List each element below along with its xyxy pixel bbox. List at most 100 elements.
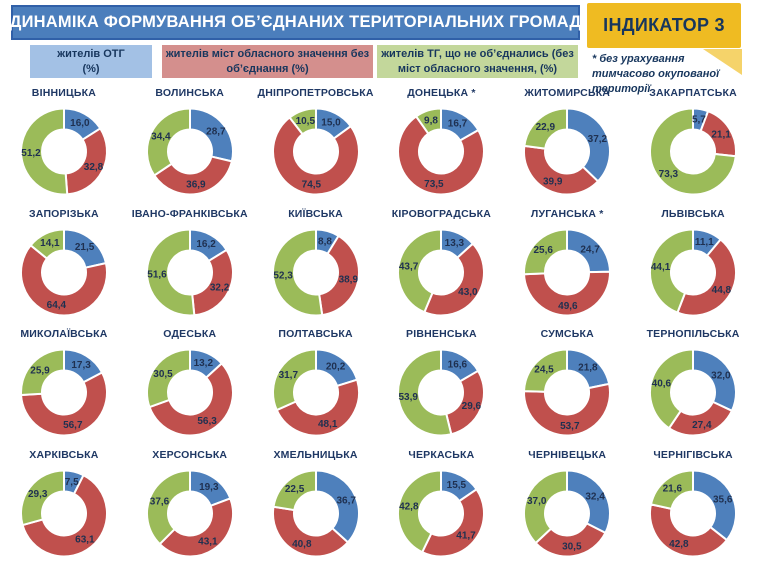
slice-cities [523,144,600,196]
slice-cities [19,371,108,437]
region-chart-cell: ЗАКАРПАТСЬКА 5,7 21,1 73,3 [630,84,756,205]
region-title: КИЇВСЬКА [288,207,343,220]
slice-value-label: 21,8 [578,362,598,373]
slice-value-label: 39,9 [543,177,563,188]
region-chart-cell: ВОЛИНСЬКА 28,7 36,9 34,4 [127,84,253,205]
legend-item-label: об’єднання (%) [226,62,309,75]
slice-cities [21,473,108,557]
region-title: ХАРКІВСЬКА [29,448,99,461]
region-title: КІРОВОГРАДСЬКА [391,207,492,220]
slice-value-label: 44,1 [651,261,671,272]
region-chart-cell: РІВНЕНСЬКА 16,6 29,6 53,9 [379,325,505,446]
slice-value-label: 31,7 [278,370,298,381]
slice-value-label: 5,7 [692,115,706,126]
slice-value-label: 43,7 [399,261,419,272]
slice-value-label: 15,5 [447,479,467,490]
slice-not_united [650,469,695,510]
slice-value-label: 14,1 [40,238,60,249]
slice-not_united [145,228,196,316]
slice-value-label: 36,9 [186,180,206,191]
slice-value-label: 30,5 [562,541,582,552]
slice-cities [153,155,233,196]
slice-value-label: 21,5 [75,242,95,253]
region-title: ВІННИЦЬКА [31,87,97,99]
slice-value-label: 56,3 [197,416,217,427]
slice-value-label: 21,6 [663,483,683,494]
region-title: ЧЕРНІВЕЦЬКА [528,448,607,461]
donut-chart: 13,3 43,0 43,7 [397,228,486,316]
region-title: ЧЕРКАСЬКА [408,448,475,461]
slice-value-label: 13,2 [193,358,213,369]
donut-chart: 15,0 74,5 10,5 [271,107,360,196]
slice-value-label: 16,7 [448,118,468,129]
indicator-label: ІНДИКАТОР 3 [603,15,725,35]
region-chart-cell: СУМСЬКА 21,8 53,7 24,5 [504,325,630,446]
donut-chart: 36,7 40,8 22,5 [271,469,360,557]
slice-value-label: 30,5 [153,369,173,380]
donut-chart: 35,6 42,8 21,6 [649,469,738,557]
slice-value-label: 20,2 [325,361,345,372]
slice-value-label: 35,6 [713,494,733,505]
slice-value-label: 7,5 [65,476,79,487]
slice-not_united [272,469,317,511]
slice-value-label: 41,7 [457,530,477,541]
donut-chart: 17,3 56,7 25,9 [19,348,108,437]
indicator-fold-corner-icon [703,49,742,75]
region-chart-cell: ВІННИЦЬКА 16,0 32,8 51,2 [1,84,127,205]
slice-value-label: 51,6 [147,269,167,280]
region-title: ОДЕСЬКА [163,328,217,340]
donut-chart: 32,0 27,4 40,6 [649,348,737,437]
donut-chart: 20,2 48,1 31,7 [271,348,360,437]
slice-not_united [523,469,569,544]
region-title: ЧЕРНІГІВСЬКА [653,448,733,461]
slice-value-label: 13,3 [445,237,465,248]
region-title: ДНІПРОПЕТРОВСЬКА [257,87,374,99]
region-chart-cell: ЧЕРКАСЬКА 15,5 41,7 42,8 [379,446,505,567]
slice-cities [19,243,108,316]
slice-value-label: 48,1 [318,419,338,430]
legend-item-cities: жителів міст обласного значення без об’єд… [162,45,373,78]
slice-not_united [649,228,695,314]
slice-value-label: 16,0 [70,118,90,129]
slice-value-label: 17,3 [71,360,91,371]
legend-item-label: (%) [82,62,100,75]
slice-value-label: 34,4 [151,132,171,143]
slice-value-label: 37,6 [150,496,170,507]
slice-not_united [649,348,695,430]
slice-not_united [523,348,569,393]
slice-value-label: 8,8 [318,236,332,247]
region-chart-cell: КИЇВСЬКА 8,8 38,9 52,3 [253,205,379,326]
slice-cities [64,127,108,196]
donut-chart: 24,7 49,6 25,6 [523,228,612,316]
legend-item-label: жителів ТГ, що не об’єднались (без [381,47,574,60]
slice-value-label: 49,6 [558,301,578,312]
legend-item-label: міст обласного значення, (%) [397,62,558,75]
slice-value-label: 51,2 [21,148,41,159]
slice-value-label: 25,9 [30,365,50,376]
slice-not_united [415,107,443,135]
region-chart-cell: ЧЕРНІВЕЦЬКА 32,4 30,5 37,0 [504,446,630,567]
region-chart-cell: ДОНЕЦЬКА * 16,7 73,5 9,8 [379,84,505,205]
region-chart-cell: ЗАПОРІЗЬКА 21,5 64,4 14,1 [1,205,127,326]
slice-value-label: 73,3 [659,169,679,180]
donut-chart: 8,8 38,9 52,3 [271,228,360,316]
donut-chart: 32,4 30,5 37,0 [523,469,612,557]
slice-not_united [19,348,65,396]
slice-value-label: 53,9 [399,392,419,403]
slice-cities [148,362,234,437]
slice-value-label: 9,8 [424,116,438,127]
region-title: ЗАКАРПАТСЬКА [649,87,737,99]
slice-value-label: 53,7 [560,421,580,432]
legend: жителів ОТГ (%) жителів міст обласного зна… [0,45,757,78]
slice-not_united [29,228,65,260]
donut-chart: 16,6 29,6 53,9 [397,348,486,437]
region-chart-cell: МИКОЛАЇВСЬКА 17,3 56,7 25,9 [1,325,127,446]
region-title: ПОЛТАВСЬКА [278,328,353,340]
slice-cities [649,502,728,557]
legend-item-not_united: жителів ТГ, що не об’єднались (без міст о… [377,45,578,78]
region-chart-cell: ЖИТОМИРСЬКА 37,2 39,9 22,9 [504,84,630,205]
slice-value-label: 40,8 [292,538,312,549]
region-chart-cell: ЛУГАНСЬКА * 24,7 49,6 25,6 [504,205,630,326]
slice-value-label: 42,8 [669,538,689,549]
donut-chart: 19,3 43,1 37,6 [145,469,234,557]
